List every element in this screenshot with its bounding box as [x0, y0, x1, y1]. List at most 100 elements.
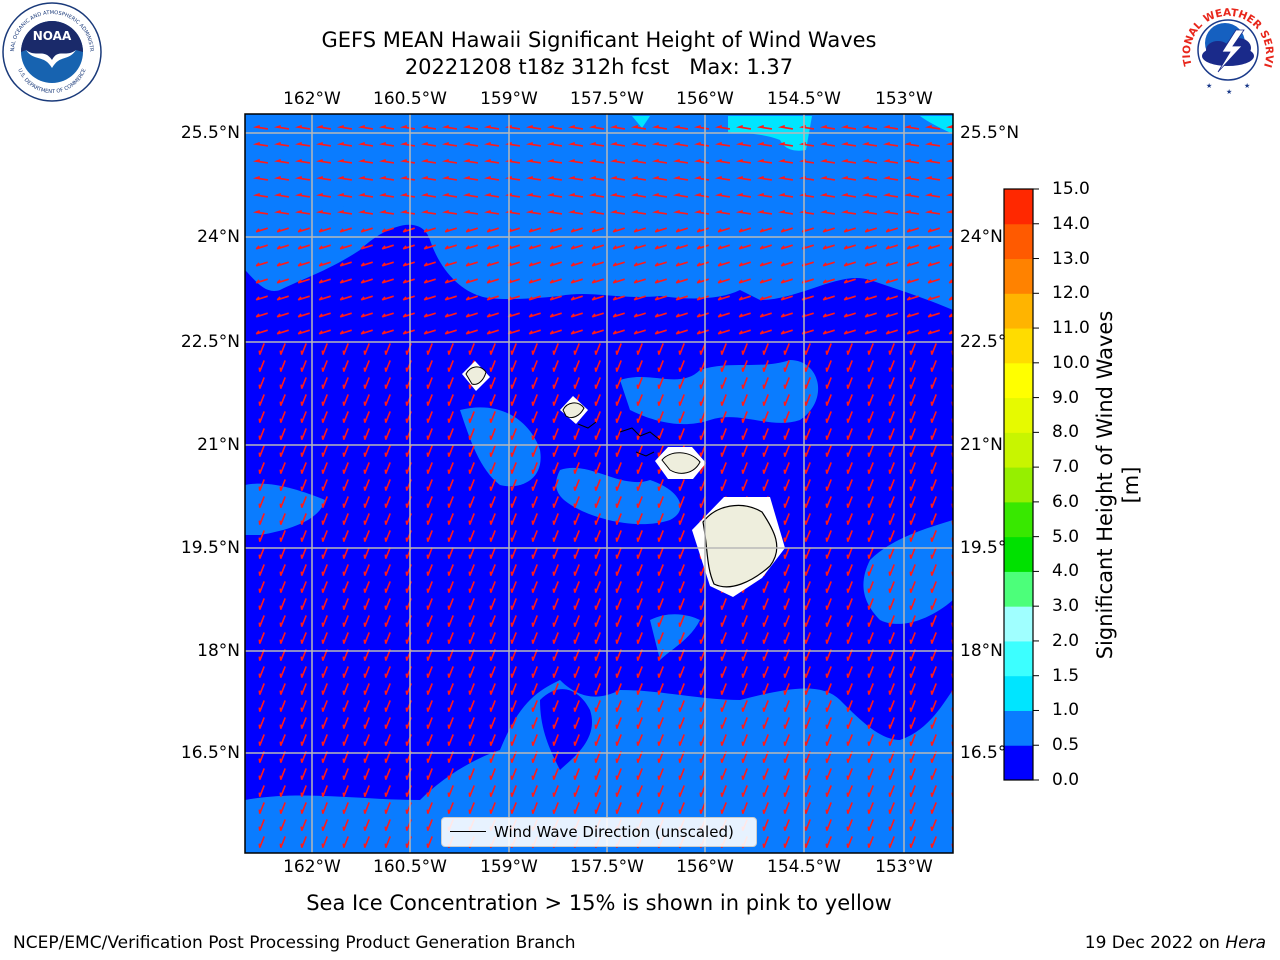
wave-direction-arrow: [633, 295, 646, 301]
wave-direction-arrow: [339, 278, 352, 284]
wave-direction-arrow: [402, 227, 415, 233]
wave-direction-arrow: [888, 343, 895, 355]
colorbar-tick-label: 8.0: [1052, 422, 1080, 443]
wave-direction-arrow: [297, 312, 310, 318]
wave-direction-arrow: [636, 496, 643, 508]
wave-direction-arrow: [300, 445, 307, 457]
colorbar-tick-label: 11.0: [1052, 318, 1090, 339]
wave-direction-arrow: [546, 209, 563, 215]
wave-direction-arrow: [780, 329, 793, 335]
wave-direction-arrow: [759, 312, 772, 318]
wave-direction-arrow: [297, 295, 310, 301]
wave-direction-arrow: [741, 377, 748, 389]
colorbar-segment: [1004, 571, 1033, 607]
wave-direction-arrow: [363, 411, 370, 423]
wave-direction-arrow: [678, 785, 685, 797]
wave-direction-arrow: [930, 751, 937, 763]
wave-direction-arrow: [363, 700, 370, 712]
wave-direction-arrow: [762, 632, 769, 644]
wave-direction-arrow: [903, 209, 920, 215]
wave-direction-arrow: [657, 343, 664, 355]
wave-direction-arrow: [657, 445, 664, 457]
wave-direction-arrow: [489, 564, 496, 576]
wave-direction-arrow: [531, 649, 538, 661]
wave-direction-arrow: [426, 411, 433, 423]
wave-direction-arrow: [780, 227, 793, 233]
wave-direction-arrow: [672, 124, 689, 130]
wave-direction-arrow: [636, 768, 643, 780]
wave-direction-arrow: [384, 802, 391, 814]
wave-direction-arrow: [825, 530, 832, 542]
wave-direction-arrow: [594, 649, 601, 661]
wave-direction-arrow: [909, 802, 916, 814]
wave-direction-arrow: [552, 683, 559, 695]
wave-direction-arrow: [720, 683, 727, 695]
wave-direction-arrow: [321, 649, 328, 661]
wave-direction-arrow: [423, 295, 436, 301]
wave-direction-arrow: [948, 245, 953, 250]
wave-direction-arrow: [300, 615, 307, 627]
wave-direction-arrow: [636, 513, 643, 525]
wave-direction-arrow: [552, 513, 559, 525]
wave-direction-arrow: [909, 768, 916, 780]
wave-direction-arrow: [252, 141, 269, 147]
wave-direction-arrow: [444, 227, 457, 233]
wave-direction-arrow: [255, 295, 268, 301]
wave-direction-arrow: [864, 227, 877, 233]
wave-direction-arrow: [381, 312, 394, 318]
wave-direction-arrow: [783, 343, 790, 355]
wave-direction-arrow: [363, 513, 370, 525]
wave-direction-arrow: [531, 547, 538, 559]
wave-direction-arrow: [615, 394, 622, 406]
map-frame: [244, 113, 954, 854]
wave-direction-arrow: [657, 683, 664, 695]
wave-direction-arrow: [867, 836, 874, 848]
wave-direction-arrow: [468, 496, 475, 508]
wave-direction-arrow: [381, 295, 394, 301]
wave-direction-arrow: [777, 175, 794, 181]
wave-direction-arrow: [504, 158, 521, 164]
wave-direction-arrow: [930, 717, 937, 729]
wave-direction-arrow: [279, 649, 286, 661]
colorbar-frame: [1003, 188, 1034, 781]
wave-direction-arrow: [846, 394, 853, 406]
wave-direction-arrow: [423, 261, 436, 267]
latitude-tick-label: 24°N: [960, 227, 1003, 247]
wave-direction-arrow: [567, 141, 584, 147]
wave-direction-arrow: [279, 802, 286, 814]
wave-direction-arrow: [426, 479, 433, 491]
wave-direction-arrow: [510, 785, 517, 797]
wave-direction-arrow: [804, 598, 811, 610]
wave-direction-arrow: [672, 141, 689, 147]
wave-direction-arrow: [762, 428, 769, 440]
wave-direction-arrow: [384, 411, 391, 423]
wave-direction-arrow: [531, 768, 538, 780]
wave-direction-arrow: [819, 192, 836, 198]
wave-direction-arrow: [510, 768, 517, 780]
wave-direction-arrow: [927, 278, 940, 284]
wave-direction-arrow: [297, 227, 310, 233]
wave-direction-arrow: [867, 683, 874, 695]
wave-direction-arrow: [528, 329, 541, 335]
wave-direction-arrow: [822, 295, 835, 301]
wave-direction-arrow: [552, 343, 559, 355]
wave-direction-arrow: [783, 445, 790, 457]
wave-direction-arrow: [825, 462, 832, 474]
wave-direction-arrow: [699, 734, 706, 746]
wave-direction-arrow: [804, 445, 811, 457]
colorbar-segment: [1004, 675, 1033, 711]
wave-direction-arrow: [531, 377, 538, 389]
wave-direction-arrow: [657, 751, 664, 763]
wave-direction-arrow: [531, 411, 538, 423]
wave-direction-arrow: [783, 666, 790, 678]
wave-direction-arrow: [804, 530, 811, 542]
wave-direction-arrow: [462, 175, 479, 181]
wave-direction-arrow: [783, 581, 790, 593]
wave-direction-arrow: [420, 158, 437, 164]
wave-direction-arrow: [675, 329, 688, 335]
wave-direction-arrow: [258, 802, 265, 814]
wave-direction-arrow: [927, 261, 940, 267]
wave-direction-arrow: [399, 175, 416, 181]
wave-direction-arrow: [252, 158, 269, 164]
wave-direction-arrow: [741, 411, 748, 423]
